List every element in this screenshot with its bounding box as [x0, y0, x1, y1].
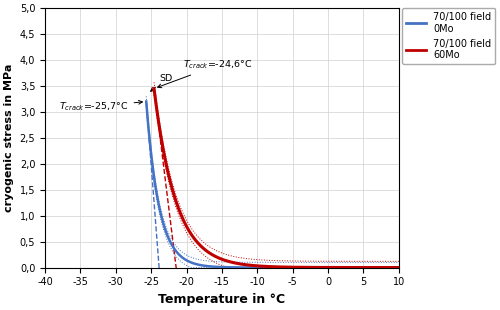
- Text: $T_f$=-23,8°C: $T_f$=-23,8°C: [0, 309, 1, 310]
- Text: $T_f$=-20,0°C: $T_f$=-20,0°C: [0, 309, 1, 310]
- Text: SD: SD: [150, 74, 173, 91]
- Text: $T_{crack}$=-25,7°C: $T_{crack}$=-25,7°C: [59, 100, 142, 113]
- Legend: 70/100 field
0Mo, 70/100 field
60Mo: 70/100 field 0Mo, 70/100 field 60Mo: [402, 8, 496, 64]
- X-axis label: Temperature in °C: Temperature in °C: [158, 293, 286, 306]
- Text: $T_{crack}$=-24,6°C: $T_{crack}$=-24,6°C: [158, 59, 252, 88]
- Y-axis label: cryogenic stress in MPa: cryogenic stress in MPa: [4, 64, 14, 212]
